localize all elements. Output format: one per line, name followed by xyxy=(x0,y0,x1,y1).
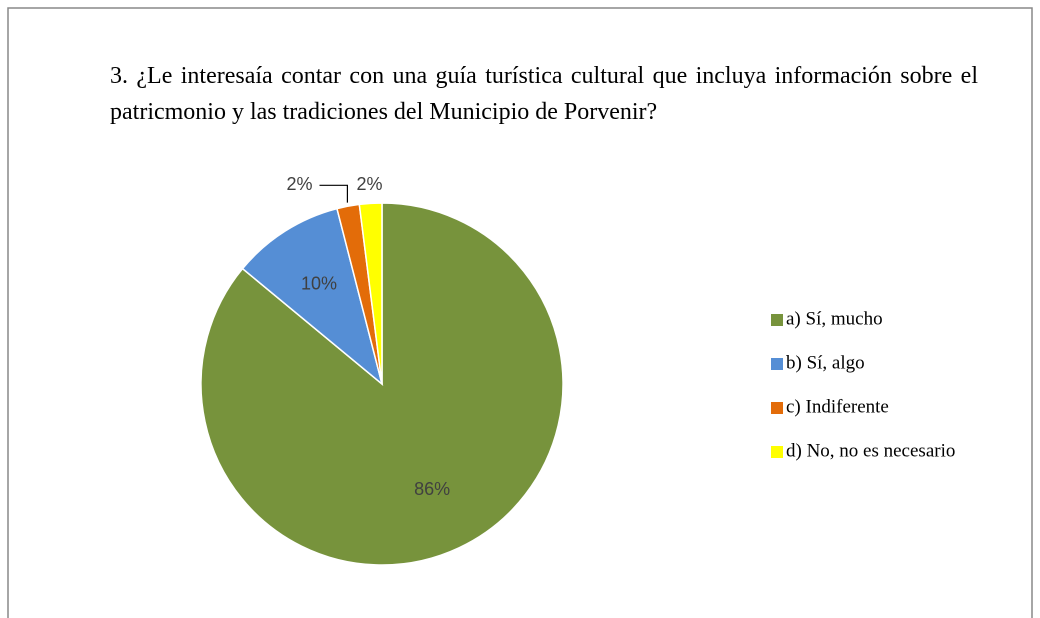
legend-swatch xyxy=(771,446,783,458)
legend-swatch xyxy=(771,358,783,370)
legend-swatch xyxy=(771,314,783,326)
chart-title: 3. ¿Le interesaía contar con una guía tu… xyxy=(110,63,978,125)
data-label: 2% xyxy=(356,174,382,194)
legend-label: a) Sí, mucho xyxy=(786,308,883,329)
pie-slice xyxy=(358,202,383,385)
data-label: 10% xyxy=(301,273,337,293)
legend-label: c) Indiferente xyxy=(786,396,889,417)
legend-swatch xyxy=(771,402,783,414)
pie-slice xyxy=(241,207,384,387)
legend-label: d) No, no es necesario xyxy=(786,440,955,461)
data-label: 2% xyxy=(286,174,312,194)
leader-line xyxy=(319,184,349,203)
frame xyxy=(7,7,1033,618)
data-label: 86% xyxy=(414,479,450,499)
legend-label: b) Sí, algo xyxy=(786,352,865,373)
